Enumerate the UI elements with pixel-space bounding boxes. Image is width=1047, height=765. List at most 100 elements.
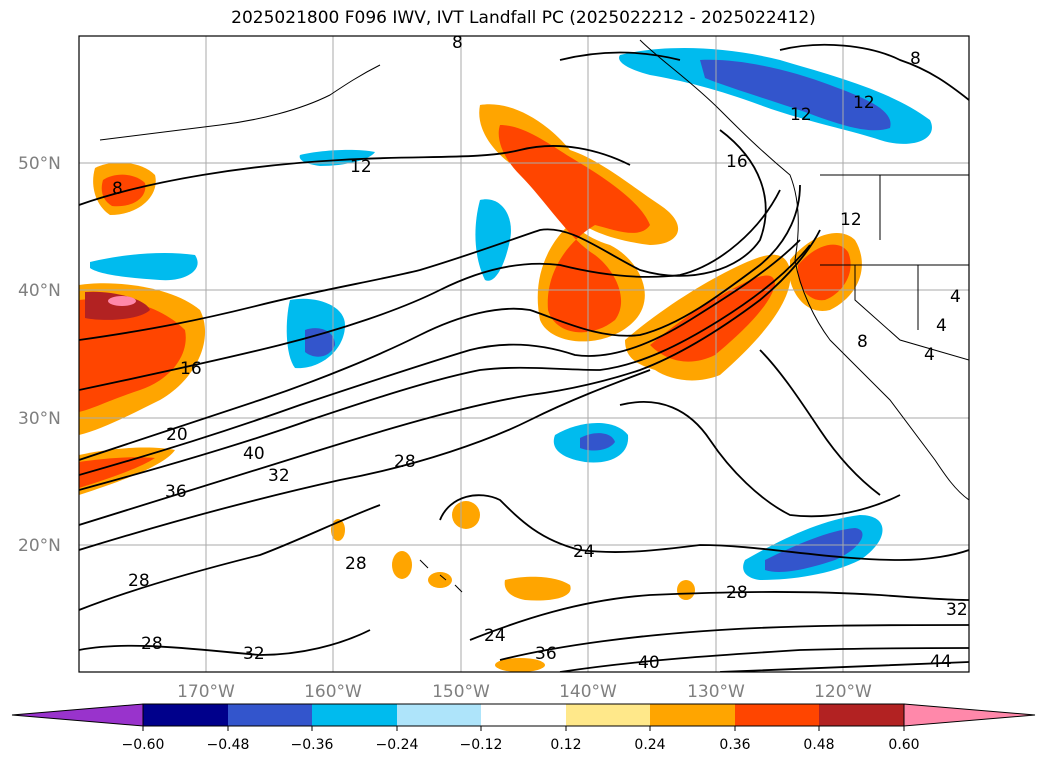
colorbar-extend-left (11, 703, 144, 727)
warm-core-sw (79, 457, 155, 488)
lat-label: 30°N (18, 409, 61, 429)
lon-label: 140°W (559, 682, 617, 702)
contour-label: 36 (535, 644, 557, 664)
lon-label: 170°W (177, 682, 235, 702)
contour-label: 32 (243, 644, 265, 664)
contour-label: 8 (112, 179, 123, 199)
graticule (79, 36, 969, 672)
colorbar-tick-label: 0.12 (550, 737, 581, 753)
colorbar-segment (312, 704, 397, 726)
contour-label: 40 (638, 653, 660, 673)
contour-line (759, 349, 881, 496)
contour-label: 28 (345, 554, 367, 574)
warm-core-coast (798, 244, 851, 301)
colorbar-segment (143, 704, 228, 726)
contour-line (719, 661, 969, 672)
map-title: 2025021800 F096 IWV, IVT Landfall PC (20… (231, 8, 816, 28)
contour-label: 32 (268, 466, 290, 486)
contour-label: 24 (484, 626, 506, 646)
contour-label: 12 (840, 210, 862, 230)
contour-label: 28 (726, 583, 748, 603)
contour-label: 16 (180, 359, 202, 379)
contour-label: 4 (924, 345, 935, 365)
colorbar-tick-label: −0.24 (376, 737, 419, 753)
lat-label: 50°N (18, 154, 61, 174)
contour-label: 20 (166, 425, 188, 445)
lat-label: 20°N (18, 536, 61, 556)
lon-label: 130°W (687, 682, 745, 702)
contour-line (79, 504, 381, 611)
contour-line (79, 369, 651, 551)
aleutians (99, 64, 381, 141)
contour-label: 4 (950, 287, 961, 307)
warm-blob-3 (392, 551, 412, 579)
warm-core-north1 (498, 125, 650, 333)
lon-label: 120°W (814, 682, 872, 702)
colorbar-segment (819, 704, 904, 726)
colorbar-tick-label: −0.48 (207, 737, 250, 753)
warm-core-n2 (650, 275, 775, 362)
warm-blob-2 (428, 572, 452, 588)
colorbar-ticks (142, 726, 905, 731)
warm-blob-6 (495, 658, 545, 672)
state-borders (820, 174, 969, 361)
contour-line (469, 591, 969, 641)
cool-core-mid3 (580, 433, 615, 451)
lon-label: 150°W (432, 682, 490, 702)
contour-line (619, 401, 901, 518)
colorbar-tick-label: 0.36 (719, 737, 750, 753)
contour-line (79, 629, 371, 656)
cool-core-mid2 (305, 328, 335, 357)
lon-label: 160°W (304, 682, 362, 702)
cool-patch-mid1 (475, 199, 511, 281)
contour-label: 28 (128, 571, 150, 591)
contour-label: 12 (790, 105, 812, 125)
contour-line (79, 239, 801, 476)
colorbar-tick-label: 0.24 (634, 737, 665, 753)
colorbar: −0.60 −0.48 −0.36 −0.24 −0.12 0.12 0.24 … (11, 703, 1036, 753)
colorbar-tick-label: 0.60 (888, 737, 919, 753)
colorbar-outline (142, 703, 905, 727)
coastlines (99, 39, 969, 593)
contour-line (79, 145, 631, 206)
contour-line (79, 129, 767, 341)
contour-label: 24 (573, 542, 595, 562)
warm-patch-south (504, 576, 571, 601)
longitude-labels: 170°W 160°W 150°W 140°W 130°W 120°W (177, 682, 872, 702)
coastline-na (639, 39, 969, 501)
contour-line (79, 244, 811, 491)
contour-label: 40 (243, 444, 265, 464)
contour-line (79, 184, 801, 461)
contour-line (79, 229, 821, 526)
cool-core-se (765, 528, 863, 572)
colorbar-segment (481, 704, 566, 726)
contour-label: 16 (726, 152, 748, 172)
colorbar-segment (650, 704, 735, 726)
contour-label: 8 (857, 332, 868, 352)
contour-label: 4 (936, 316, 947, 336)
contour-line (779, 43, 969, 101)
cool-patch-w (90, 252, 198, 281)
positive-anomaly-regions (79, 104, 862, 672)
contour-labels: 8 8 8 12 12 12 16 16 12 20 40 32 36 28 2… (112, 33, 968, 673)
colorbar-extend-right (903, 703, 1036, 727)
contour-line (439, 494, 969, 561)
warm-core-nw (101, 174, 146, 207)
colorbar-segment (228, 704, 312, 726)
colorbar-tick-label: −0.36 (291, 737, 334, 753)
contour-lines (79, 43, 969, 672)
warm-blob-1 (452, 501, 480, 529)
contour-label: 8 (452, 33, 463, 53)
contour-label: 8 (910, 49, 921, 69)
contour-line (79, 189, 781, 391)
lat-label: 40°N (18, 281, 61, 301)
contour-label: 12 (350, 157, 372, 177)
contour-label: 28 (141, 634, 163, 654)
contour-label: 28 (394, 452, 416, 472)
latitude-labels: 50°N 40°N 30°N 20°N (18, 154, 61, 556)
contour-line (559, 647, 969, 672)
hawaii (419, 559, 463, 593)
map-content: 8 8 8 12 12 12 16 16 12 20 40 32 36 28 2… (79, 33, 969, 673)
colorbar-segment (566, 704, 650, 726)
